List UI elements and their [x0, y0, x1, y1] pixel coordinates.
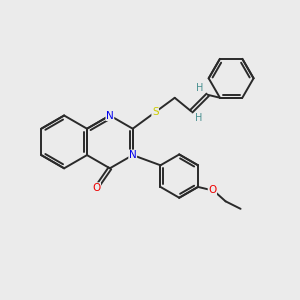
- Text: N: N: [106, 110, 114, 121]
- Text: S: S: [152, 107, 158, 117]
- Text: N: N: [129, 150, 136, 160]
- Text: O: O: [208, 185, 217, 195]
- Text: O: O: [92, 183, 100, 193]
- Text: H: H: [195, 113, 202, 123]
- Text: H: H: [196, 83, 203, 93]
